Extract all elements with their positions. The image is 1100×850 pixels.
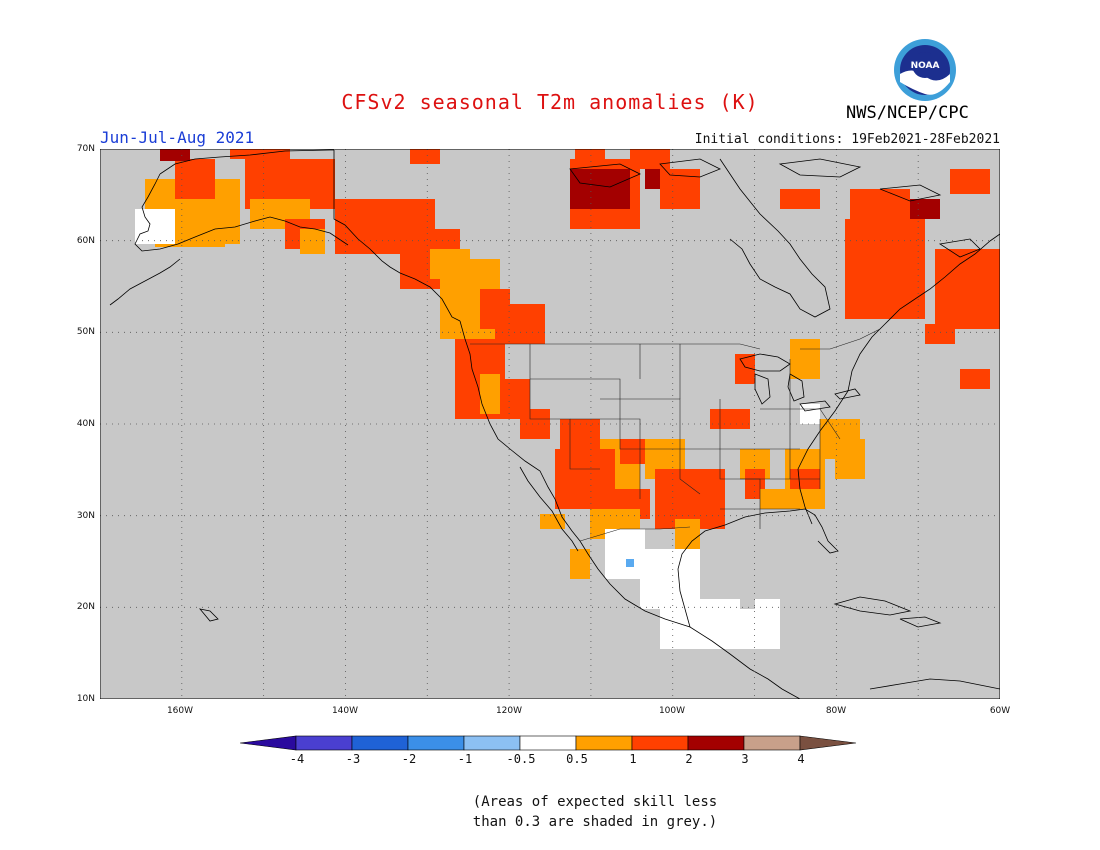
colorbar-tick: -3 <box>345 752 361 766</box>
colorbar-tick: 0.5 <box>566 752 588 766</box>
lat-label: 30N <box>76 511 95 521</box>
anomaly-cell <box>800 404 820 424</box>
anomaly-cell <box>755 599 780 624</box>
anomaly-cell <box>630 149 670 169</box>
logo-text: NOAA <box>911 61 940 71</box>
anomaly-cell <box>135 209 175 244</box>
lat-label: 40N <box>76 419 95 429</box>
anomaly-cell <box>935 249 1000 329</box>
anomaly-cell <box>520 409 550 439</box>
lat-label: 60N <box>76 236 95 246</box>
lon-label: 80W <box>825 706 847 716</box>
lat-label: 10N <box>76 694 95 704</box>
anomaly-cell <box>300 229 325 254</box>
colorbar-swatch <box>575 735 633 751</box>
colorbar-arrow-low <box>240 735 297 751</box>
anomaly-map <box>100 149 1000 699</box>
anomaly-cell <box>780 189 820 209</box>
colorbar-swatch <box>407 735 465 751</box>
agency-label: NWS/NCEP/CPC <box>846 103 969 123</box>
footnote-line-1: (Areas of expected skill less <box>472 794 718 810</box>
colorbar-swatch <box>463 735 521 751</box>
colorbar-swatch <box>351 735 409 751</box>
colorbar <box>240 735 857 751</box>
anomaly-cell <box>540 514 565 529</box>
lon-label: 160W <box>166 706 194 716</box>
colorbar-tick: 4 <box>797 752 805 766</box>
anomaly-cell <box>480 374 500 414</box>
anomaly-cell <box>660 169 700 209</box>
anomaly-cell <box>430 249 470 279</box>
political-borders <box>470 328 881 542</box>
anomaly-cell <box>850 189 910 219</box>
anomaly-cell <box>845 219 925 319</box>
anomaly-cell <box>620 439 645 464</box>
forecast-period: Jun-Jul-Aug 2021 <box>100 128 255 147</box>
anomaly-cell <box>835 439 865 479</box>
colorbar-tick: 1 <box>629 752 637 766</box>
colorbar-swatch <box>631 735 689 751</box>
noaa-logo-icon: NOAA <box>894 39 956 101</box>
anomaly-cell <box>160 149 190 161</box>
colorbar-arrow-high <box>799 735 857 751</box>
colorbar-swatch <box>295 735 353 751</box>
lon-label: 100W <box>658 706 686 716</box>
anomaly-cell <box>605 529 645 579</box>
colorbar-tick: -0.5 <box>506 752 536 766</box>
anomaly-cell <box>910 199 940 219</box>
lon-label: 120W <box>495 706 523 716</box>
footnote-line-2: than 0.3 are shaded in grey.) <box>472 814 718 830</box>
anomaly-cell <box>575 149 605 159</box>
colorbar-swatch <box>519 735 577 751</box>
footnote: (Areas of expected skill less than 0.3 a… <box>0 792 1100 832</box>
anomaly-cells <box>135 149 1000 649</box>
colorbar-swatch <box>743 735 801 751</box>
colorbar-tick: 3 <box>741 752 749 766</box>
coastlines <box>109 149 1000 699</box>
chart-title: CFSv2 seasonal T2m anomalies (K) <box>341 90 759 114</box>
lat-label: 20N <box>76 602 95 612</box>
anomaly-cell <box>790 339 820 379</box>
anomaly-cell <box>960 369 990 389</box>
anomaly-cell <box>626 559 634 567</box>
colorbar-tick: 2 <box>685 752 693 766</box>
lat-label: 70N <box>76 144 95 154</box>
lon-label: 60W <box>989 706 1011 716</box>
anomaly-cell <box>570 169 630 209</box>
graticule <box>100 149 1000 699</box>
anomaly-cell <box>710 409 750 429</box>
anomaly-cell <box>675 519 700 549</box>
anomaly-cell <box>925 324 955 344</box>
lon-label: 140W <box>331 706 359 716</box>
anomaly-cell <box>570 549 590 579</box>
anomaly-cell <box>175 159 215 199</box>
anomaly-cell <box>735 354 755 374</box>
colorbar-tick: -1 <box>457 752 473 766</box>
lat-label: 50N <box>76 327 95 337</box>
anomaly-cell <box>410 149 440 164</box>
anomaly-cell <box>555 449 615 509</box>
anomaly-cell <box>950 169 990 194</box>
colorbar-tick: -4 <box>289 752 305 766</box>
colorbar-swatch <box>687 735 745 751</box>
colorbar-tick: -2 <box>401 752 417 766</box>
initial-conditions: Initial conditions: 19Feb2021-28Feb2021 <box>694 132 1000 147</box>
anomaly-cell <box>495 304 545 344</box>
